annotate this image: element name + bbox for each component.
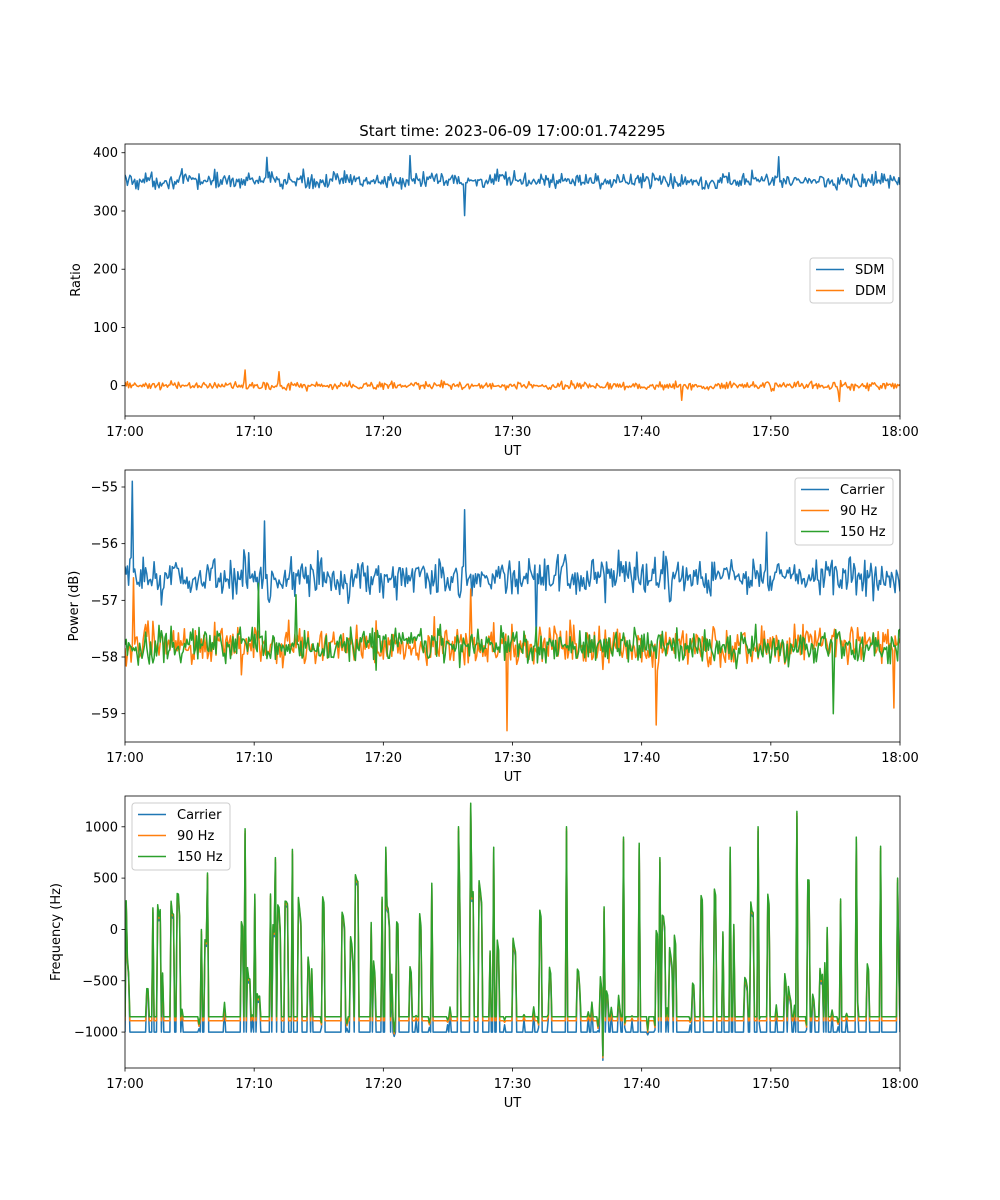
y-tick-label: −57 [91,594,118,609]
legend-label: SDM [855,263,884,278]
x-tick-label: 17:00 [106,751,143,766]
legend-box [131,802,231,871]
y-tick-label: −500 [82,974,118,989]
x-tick-label: 17:10 [235,425,272,440]
x-tick-label: 17:30 [494,751,531,766]
legend-label: 90 Hz [177,829,214,844]
x-tick-label: 17:50 [752,1077,789,1092]
x-axis-label: UT [504,770,522,785]
series-line-carrier [125,480,900,641]
legend-label: DDM [855,284,886,299]
x-tick-label: 17:00 [106,425,143,440]
x-tick-label: 17:10 [235,751,272,766]
y-axis-label: Power (dB) [67,571,82,642]
legend-label: Carrier [177,808,222,823]
x-tick-label: 17:30 [494,1077,531,1092]
x-tick-label: 17:10 [235,1077,272,1092]
x-tick-label: 17:50 [752,425,789,440]
legend: Carrier 90 Hz 150 Hz [131,802,231,871]
y-tick-label: 100 [93,321,118,336]
y-tick-label: 0 [110,379,118,394]
y-tick-label: −59 [91,707,118,722]
x-tick-label: 18:00 [881,1077,918,1092]
y-axis-label: Frequency (Hz) [49,883,64,981]
y-axis-label: Ratio [69,263,84,296]
axes-frame [124,469,901,743]
legend-label: 150 Hz [840,525,886,540]
legend-label: Carrier [840,483,885,498]
x-tick-label: 17:00 [106,1077,143,1092]
legend-label: 150 Hz [177,850,223,865]
x-tick-label: 17:40 [623,425,660,440]
series-line-ddm [125,369,900,403]
y-tick-label: −1000 [74,1026,118,1041]
y-tick-label: −56 [91,537,118,552]
x-axis-label: UT [504,444,522,459]
y-tick-label: 400 [93,146,118,161]
frequency-panel: 17:00 17:10 17:20 17:30 17:40 17:50 18:00 1000 5… [49,795,919,1111]
x-tick-label: 17:20 [365,751,402,766]
power-panel: 17:00 17:10 17:20 17:30 17:40 17:50 18:00 −55 −5… [67,469,919,785]
plot-lines [125,154,900,403]
x-tick-label: 17:20 [365,1077,402,1092]
legend-box [794,477,894,546]
ratio-panel: 17:00 17:10 17:20 17:30 17:40 17:50 18:00 0 100 2… [69,143,919,459]
x-tick-label: 17:30 [494,425,531,440]
x-tick-label: 18:00 [881,751,918,766]
y-tick-label: 500 [93,872,118,887]
x-tick-label: 17:50 [752,751,789,766]
legend: Carrier 90 Hz 150 Hz [794,477,894,546]
figure-title: Start time: 2023-06-09 17:00:01.742295 [359,122,665,140]
y-tick-label: 1000 [85,820,118,835]
x-tick-label: 17:40 [623,1077,660,1092]
series-line-sdm [125,154,900,217]
y-tick-label: 0 [110,923,118,938]
x-tick-label: 17:20 [365,425,402,440]
y-tick-label: 200 [93,263,118,278]
legend-label: 90 Hz [840,504,877,519]
plot-lines [125,802,900,1062]
y-tick-label: −58 [91,651,118,666]
y-tick-label: 300 [93,204,118,219]
legend: SDM DDM [809,257,894,304]
x-axis-label: UT [504,1096,522,1111]
x-tick-label: 17:40 [623,751,660,766]
plot-lines [125,480,900,732]
series-line-150-hz [125,802,900,1057]
x-tick-label: 18:00 [881,425,918,440]
series-line-150-hz [125,582,900,715]
y-tick-label: −55 [91,481,118,496]
